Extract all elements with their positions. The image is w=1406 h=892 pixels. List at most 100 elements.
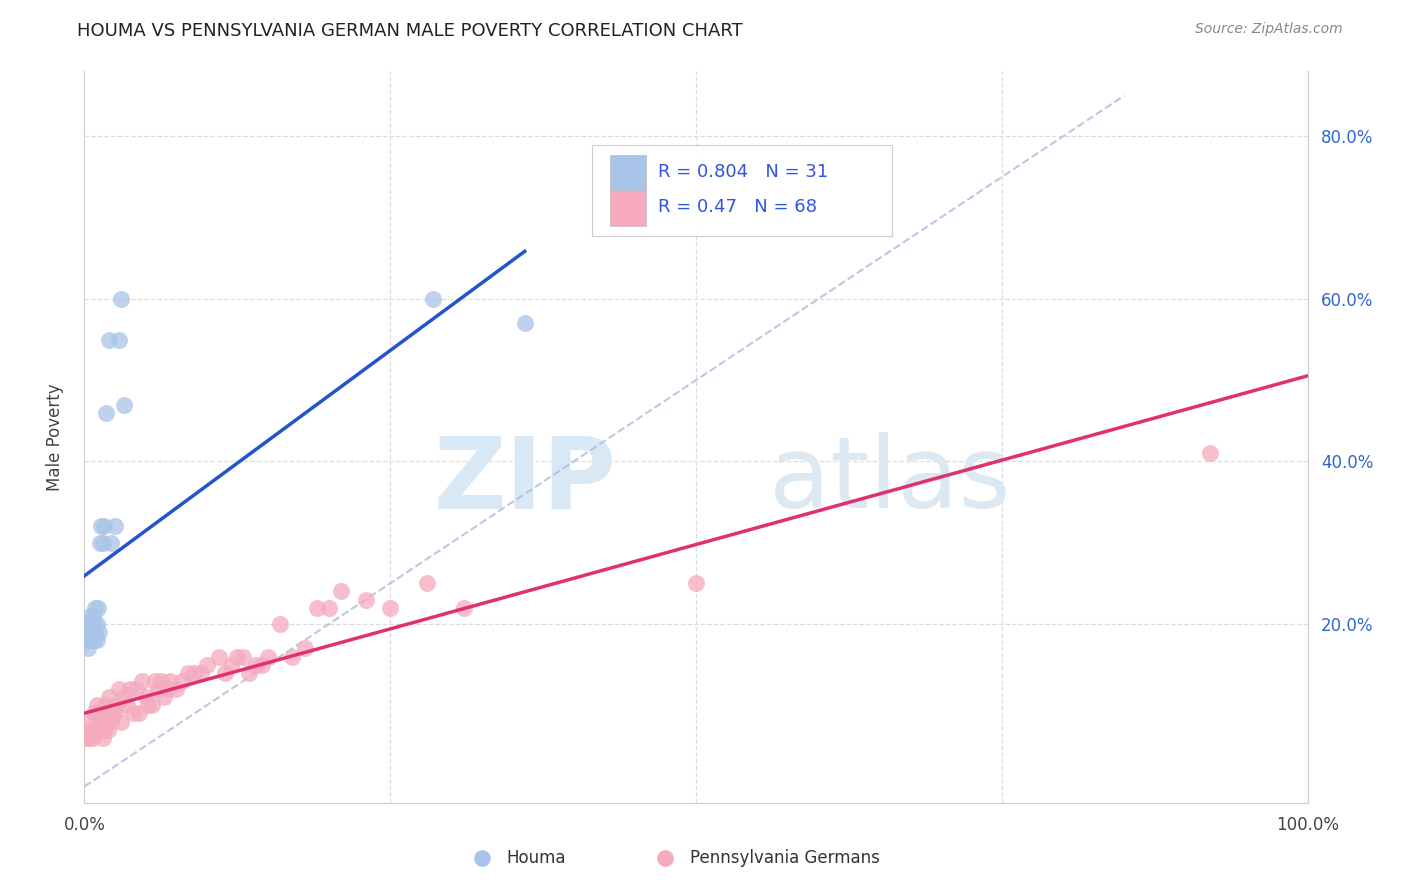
Point: [86, 698, 108, 713]
Point: [330, 584, 353, 599]
Point: [80, 633, 103, 648]
Point: [107, 333, 129, 347]
FancyBboxPatch shape: [610, 190, 645, 227]
Point: [93, 519, 115, 533]
Point: [89, 535, 111, 549]
Point: [76, 731, 98, 745]
Point: [354, 592, 377, 607]
Point: [159, 673, 181, 688]
Point: [208, 649, 231, 664]
Point: [153, 690, 176, 705]
Point: [269, 617, 291, 632]
Point: [238, 665, 260, 680]
Point: [90, 714, 112, 729]
Point: [257, 649, 280, 664]
Point: [84, 723, 107, 737]
Point: [91, 731, 114, 745]
Point: [416, 576, 439, 591]
Text: R = 0.804   N = 31: R = 0.804 N = 31: [658, 163, 828, 181]
Point: [77, 633, 100, 648]
Point: [150, 673, 173, 688]
Point: [122, 706, 145, 721]
Point: [135, 690, 157, 705]
Point: [89, 723, 111, 737]
Point: [87, 714, 110, 729]
Point: [453, 600, 475, 615]
Point: [125, 681, 148, 696]
Point: [94, 698, 117, 713]
Point: [83, 617, 105, 632]
Point: [91, 535, 114, 549]
Point: [86, 617, 108, 632]
Point: [100, 714, 122, 729]
Point: [685, 576, 707, 591]
Point: [1198, 446, 1220, 460]
Point: [79, 625, 101, 640]
Point: [96, 406, 118, 420]
Point: [77, 641, 100, 656]
Point: [87, 625, 110, 640]
Point: [226, 649, 249, 664]
Point: [245, 657, 267, 672]
Text: atlas: atlas: [769, 433, 1011, 530]
Point: [96, 714, 118, 729]
Point: [318, 600, 340, 615]
Point: [172, 673, 194, 688]
Text: HOUMA VS PENNSYLVANIA GERMAN MALE POVERTY CORRELATION CHART: HOUMA VS PENNSYLVANIA GERMAN MALE POVERT…: [77, 22, 744, 40]
Point: [90, 519, 112, 533]
Point: [77, 617, 100, 632]
Text: Pennsylvania Germans: Pennsylvania Germans: [690, 848, 880, 867]
Point: [128, 706, 150, 721]
Point: [79, 714, 101, 729]
Point: [110, 714, 132, 729]
Point: [146, 681, 169, 696]
Point: [97, 333, 120, 347]
Point: [82, 625, 104, 640]
Point: [79, 608, 101, 623]
Point: [101, 706, 124, 721]
Point: [250, 657, 273, 672]
Point: [422, 292, 444, 306]
Point: [195, 657, 218, 672]
Point: [305, 600, 328, 615]
Point: [77, 723, 100, 737]
Point: [77, 731, 100, 745]
Point: [86, 633, 108, 648]
Point: [380, 600, 402, 615]
Point: [232, 649, 254, 664]
Text: ZIP: ZIP: [433, 433, 616, 530]
Point: [131, 673, 153, 688]
Point: [104, 706, 127, 721]
Point: [136, 698, 159, 713]
Y-axis label: Male Poverty: Male Poverty: [45, 384, 63, 491]
Point: [165, 681, 187, 696]
Point: [83, 633, 105, 648]
Point: [110, 292, 132, 306]
Point: [115, 698, 138, 713]
Point: [281, 649, 304, 664]
Point: [87, 706, 110, 721]
Point: [97, 723, 120, 737]
Point: [82, 731, 104, 745]
Point: [183, 665, 205, 680]
Point: [82, 608, 104, 623]
Point: [112, 398, 135, 412]
Point: [76, 633, 98, 648]
Point: [471, 840, 494, 855]
Point: [177, 665, 200, 680]
Point: [104, 519, 127, 533]
Point: [143, 673, 166, 688]
Point: [294, 641, 316, 656]
Point: [190, 665, 212, 680]
Point: [156, 681, 179, 696]
Point: [87, 600, 110, 615]
Point: [80, 617, 103, 632]
Point: [214, 665, 236, 680]
Point: [654, 840, 676, 855]
Point: [105, 698, 128, 713]
Point: [80, 723, 103, 737]
FancyBboxPatch shape: [592, 145, 891, 235]
Text: Houma: Houma: [506, 848, 565, 867]
Point: [219, 657, 242, 672]
Point: [141, 698, 163, 713]
